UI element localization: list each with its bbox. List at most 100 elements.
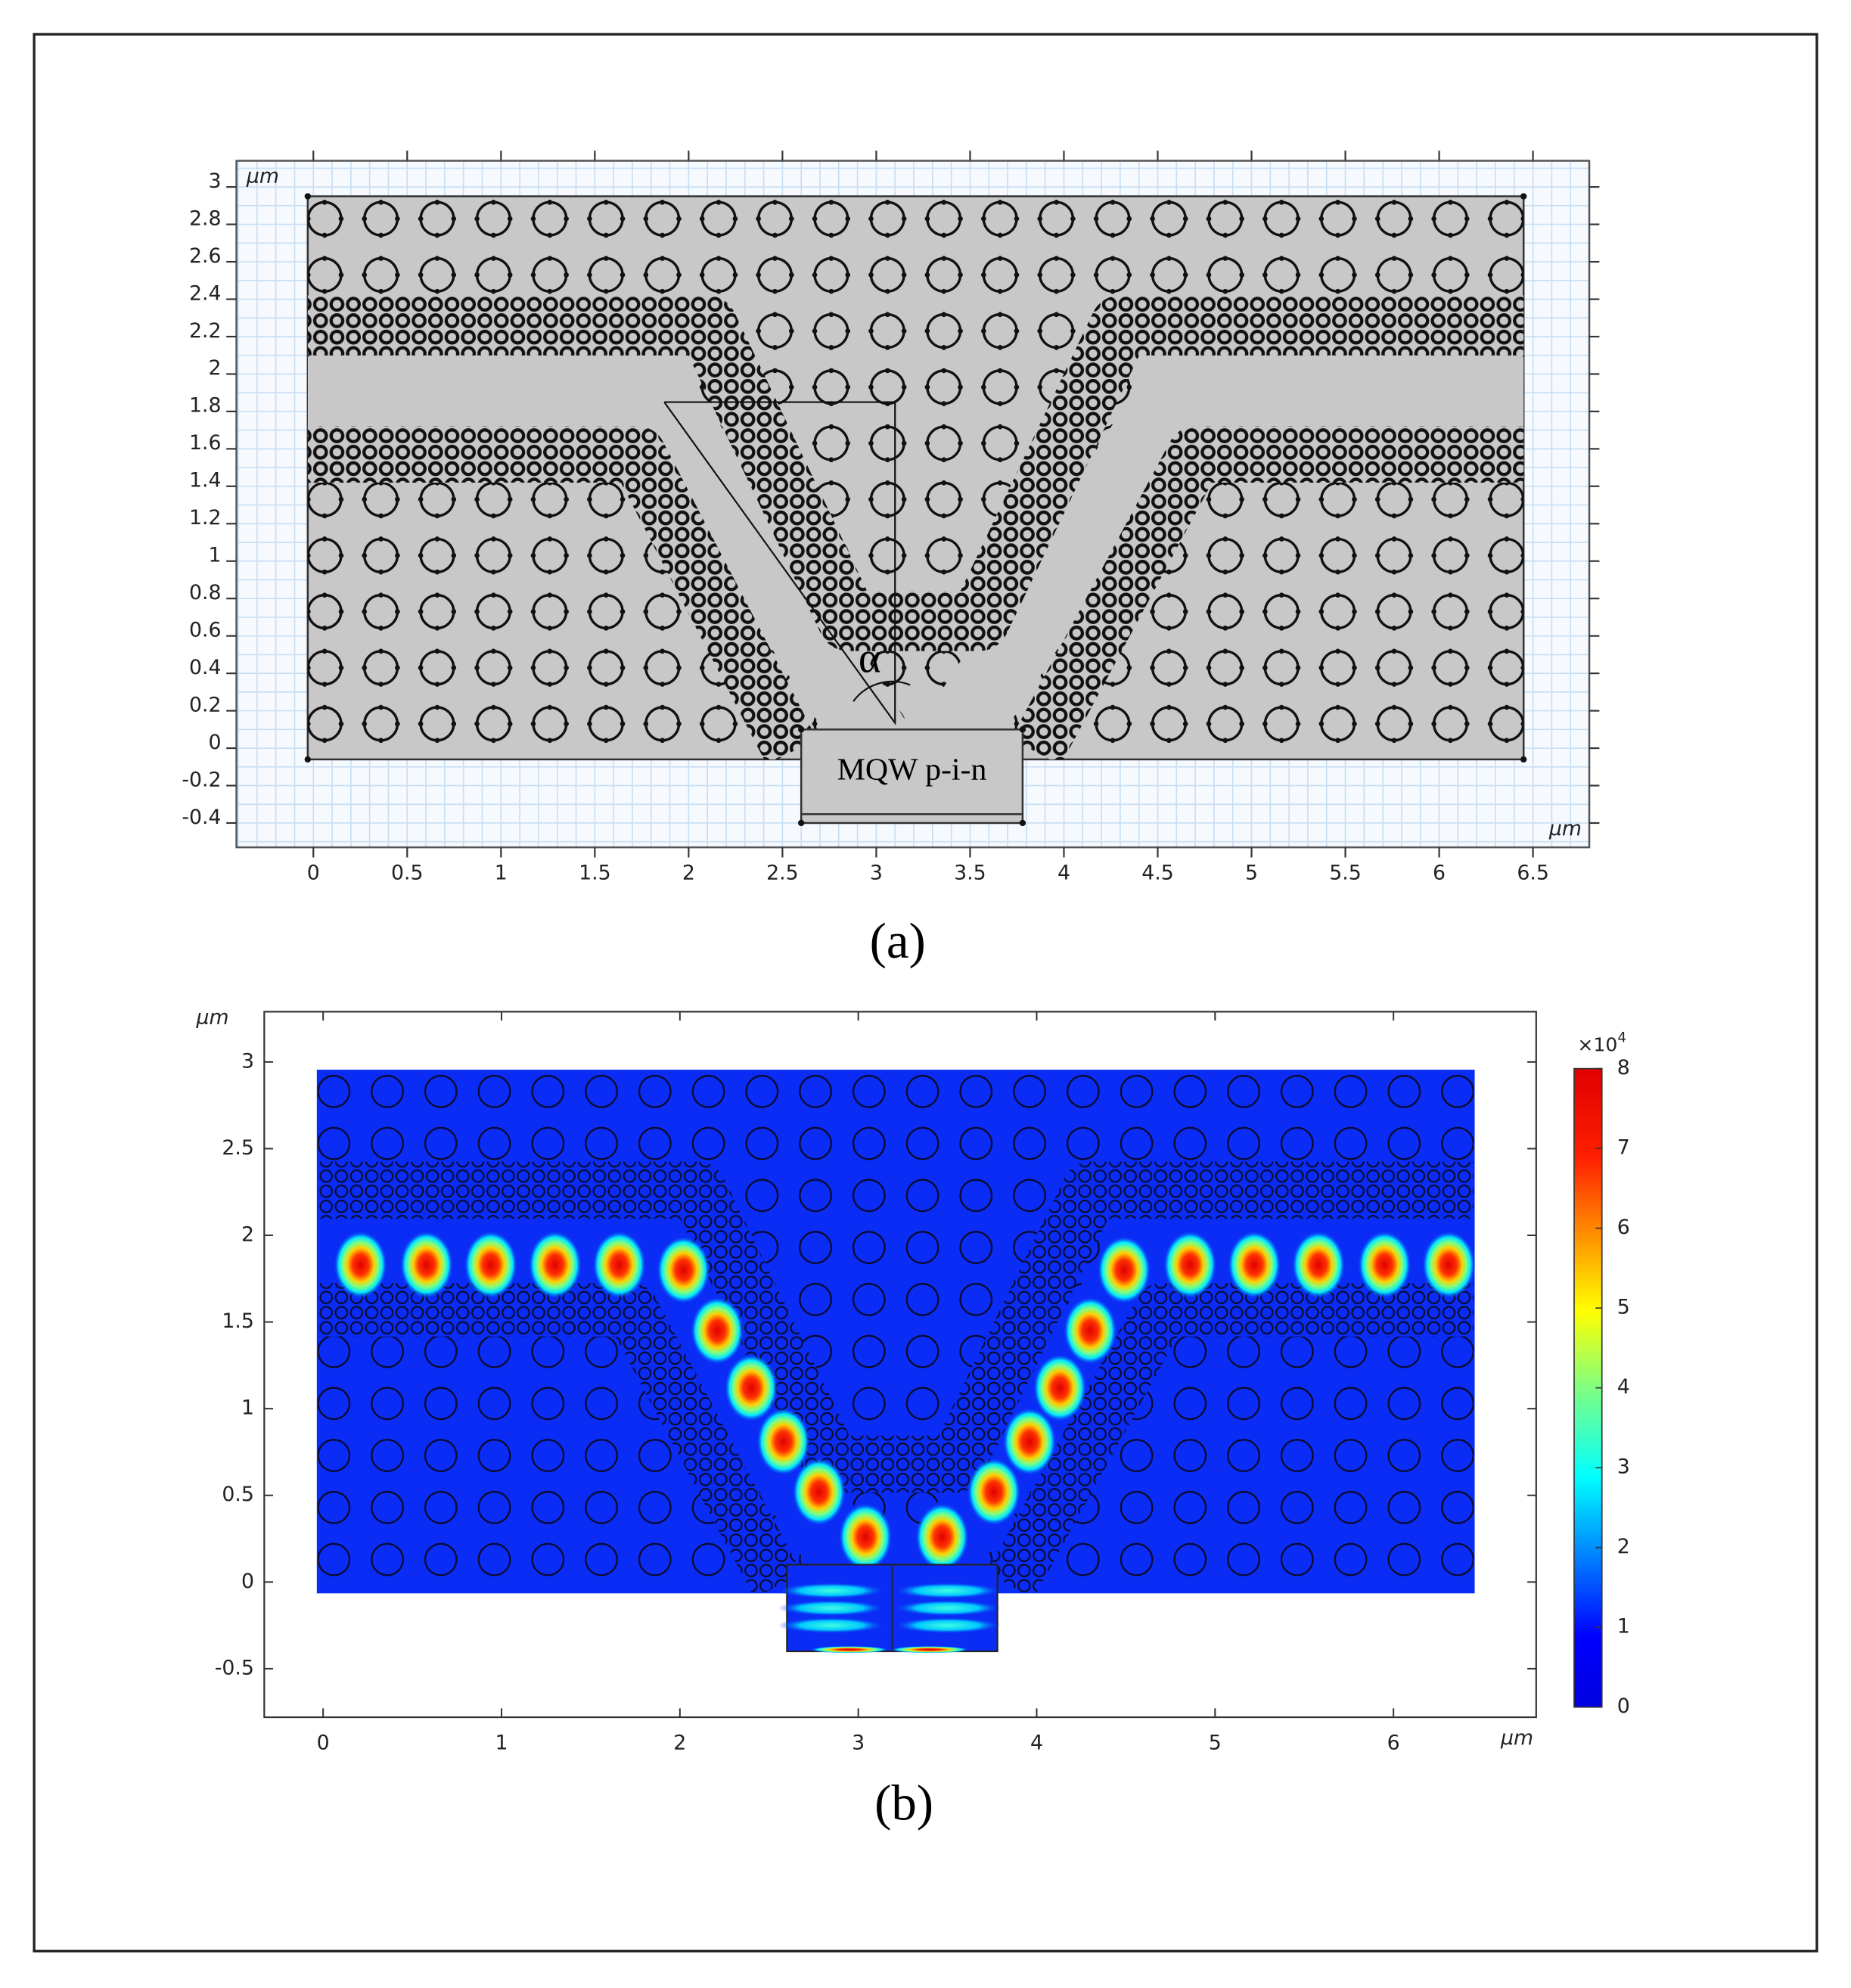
rod-node: [603, 592, 609, 598]
rod-node: [530, 272, 536, 278]
rod-node: [1262, 216, 1268, 222]
rod-node: [1278, 200, 1284, 205]
rod-node: [587, 272, 592, 278]
rod-node: [941, 312, 947, 318]
rod-node: [547, 569, 553, 575]
rod: [371, 1387, 404, 1421]
caption-b: (b): [874, 1775, 933, 1831]
rod: [585, 1387, 618, 1421]
rod: [477, 1439, 511, 1472]
rod-node: [1222, 569, 1228, 575]
rod-node: [378, 569, 384, 575]
rod-node: [868, 216, 874, 222]
rod-node: [321, 704, 328, 710]
rod-node: [491, 256, 496, 261]
rod-node: [603, 625, 609, 631]
rod-node: [507, 609, 513, 614]
rod-node: [1352, 721, 1357, 727]
rod-node: [1391, 625, 1397, 631]
rod-node: [997, 232, 1003, 238]
rod: [905, 1074, 939, 1108]
rod: [371, 1542, 404, 1576]
rod-node: [395, 216, 400, 222]
rod: [318, 1542, 351, 1576]
rod-node: [1206, 609, 1212, 614]
rod-node: [1391, 232, 1397, 238]
rod-node: [547, 232, 553, 238]
rod-node: [884, 536, 890, 542]
x-tick-label: 4.5: [1141, 862, 1174, 885]
rod-node: [434, 232, 440, 238]
x-tick-label: 4: [1057, 862, 1070, 885]
rod: [905, 1387, 939, 1421]
rod-node: [643, 552, 649, 558]
rod-node: [997, 256, 1003, 261]
rod-node: [716, 682, 722, 687]
rod-node: [362, 216, 368, 222]
rod-node: [1037, 272, 1043, 278]
x-tick-label: 1.5: [579, 862, 611, 885]
rod-node: [474, 609, 480, 614]
rod-node: [1335, 256, 1340, 261]
rod-node: [980, 216, 986, 222]
rod-node: [772, 256, 778, 261]
rod-node: [321, 569, 328, 575]
rod-node: [1222, 513, 1228, 519]
rod: [585, 1074, 618, 1108]
rod: [852, 1282, 886, 1316]
cladding: [1011, 426, 1524, 759]
rod: [1334, 1074, 1368, 1108]
rod-node: [1054, 312, 1059, 318]
rod-node: [491, 536, 496, 542]
rod-node: [378, 592, 384, 598]
rod: [638, 1126, 672, 1160]
rod-node: [491, 682, 496, 687]
rod-node: [1448, 232, 1453, 238]
rod-node: [547, 648, 553, 654]
field-maximum: [1357, 1231, 1412, 1299]
rod-node: [395, 609, 400, 614]
rod-node: [474, 216, 480, 222]
rod-node: [1391, 738, 1397, 744]
rod: [1441, 1126, 1474, 1160]
y-tick-label: 3: [208, 169, 221, 193]
rod-node: [980, 328, 986, 334]
rod: [1120, 1542, 1154, 1576]
rod-node: [1464, 552, 1470, 558]
rod-node: [732, 272, 738, 278]
rod-node: [474, 721, 480, 727]
colorbar-tick-label: 5: [1617, 1296, 1630, 1319]
rod-node: [812, 328, 818, 334]
rod: [1387, 1542, 1421, 1576]
rod: [691, 1126, 725, 1160]
vertex: [1520, 756, 1527, 763]
rod-node: [1520, 721, 1524, 727]
field-maximum: [1227, 1231, 1281, 1299]
rod: [905, 1334, 939, 1368]
rod-node: [828, 424, 834, 430]
rod: [1280, 1074, 1314, 1108]
rod-node: [307, 609, 311, 614]
rod-node: [1070, 328, 1076, 334]
rod-node: [1182, 216, 1188, 222]
rod-node: [321, 200, 328, 205]
rod-node: [1110, 232, 1116, 238]
rod-node: [699, 272, 705, 278]
rod-node: [901, 665, 907, 671]
field-maximum: [1291, 1231, 1346, 1299]
rod-node: [941, 424, 947, 430]
rod-node: [587, 665, 592, 671]
rod-node: [901, 328, 907, 334]
rod-node: [547, 625, 553, 631]
rod-node: [1126, 272, 1132, 278]
rod: [424, 1074, 458, 1108]
rod-node: [788, 216, 794, 222]
rod-node: [564, 216, 569, 222]
rod: [371, 1126, 404, 1160]
rod-node: [1278, 288, 1284, 294]
rod-node: [699, 216, 705, 222]
rod-node: [1150, 609, 1155, 614]
rod-node: [338, 552, 344, 558]
rod: [959, 1126, 993, 1160]
colorbar-multiplier: ×104: [1577, 1030, 1626, 1056]
